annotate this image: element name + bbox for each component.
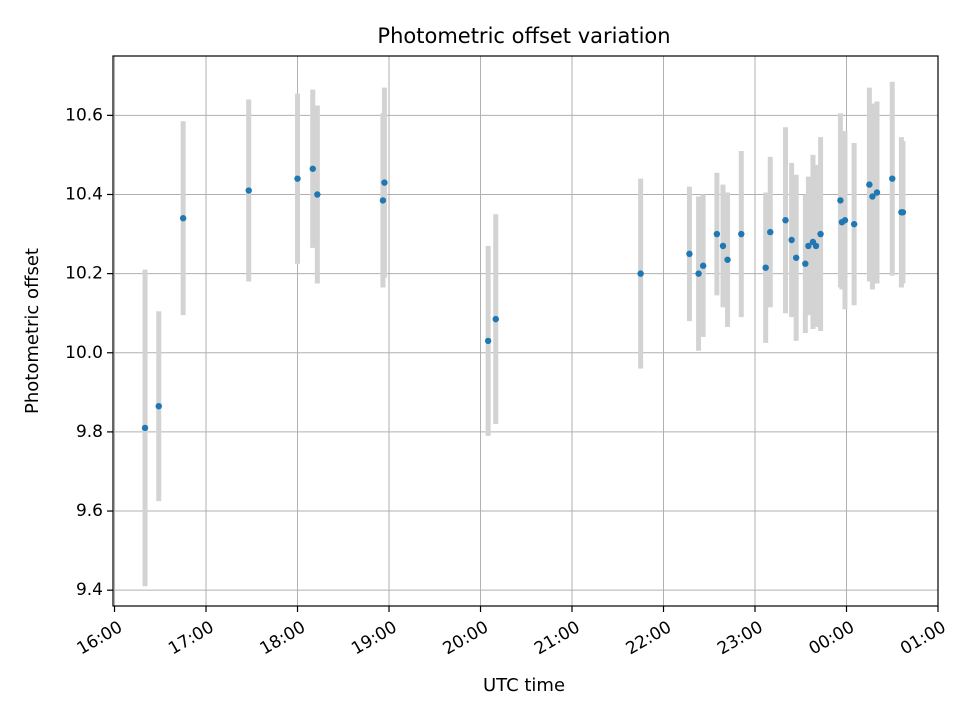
y-tick-label: 10.2: [65, 264, 103, 284]
y-tick-label: 9.6: [76, 501, 103, 521]
data-point: [805, 242, 812, 250]
x-axis-label: UTC time: [483, 675, 565, 696]
y-axis-label: Photometric offset: [22, 248, 43, 414]
data-point: [309, 165, 316, 172]
data-point: [782, 217, 789, 224]
data-point: [179, 215, 187, 222]
data-point: [866, 181, 873, 188]
plot-frame: [112, 55, 939, 607]
data-point: [695, 270, 702, 277]
data-point: [699, 262, 707, 269]
data-point: [837, 197, 844, 204]
y-tick-label: 10.6: [65, 105, 103, 125]
data-point: [841, 217, 849, 224]
data-point: [792, 254, 800, 261]
data-point: [767, 228, 774, 236]
data-markers: [141, 165, 907, 432]
data-point: [141, 424, 149, 432]
data-point: [294, 175, 301, 182]
data-point: [686, 250, 693, 258]
data-point: [762, 264, 769, 271]
data-point: [379, 197, 387, 204]
y-tick-label: 9.8: [76, 422, 103, 442]
data-point: [713, 230, 721, 238]
chart-title: Photometric offset variation: [377, 24, 670, 48]
data-point: [869, 193, 876, 200]
data-point: [802, 260, 809, 267]
data-point: [381, 179, 388, 186]
data-point: [484, 337, 492, 345]
y-tick-label: 9.4: [76, 580, 103, 600]
data-point: [889, 175, 896, 182]
data-point: [637, 270, 644, 277]
data-point: [899, 209, 907, 216]
data-point: [873, 189, 881, 196]
y-tick-label: 10.4: [65, 184, 103, 204]
data-point: [817, 230, 824, 238]
y-tick-label: 10.0: [65, 343, 103, 363]
y-axis-ticks: 9.4 9.6 9.8 10.0 10.2 10.4 10.6: [65, 105, 113, 600]
data-point: [155, 402, 162, 410]
data-point: [724, 256, 731, 263]
data-point: [850, 220, 858, 228]
data-point: [719, 242, 727, 250]
data-point: [812, 242, 820, 250]
data-point: [788, 236, 795, 244]
data-point: [245, 187, 252, 194]
data-point: [738, 230, 745, 238]
data-point: [314, 191, 321, 198]
data-point: [492, 315, 499, 323]
